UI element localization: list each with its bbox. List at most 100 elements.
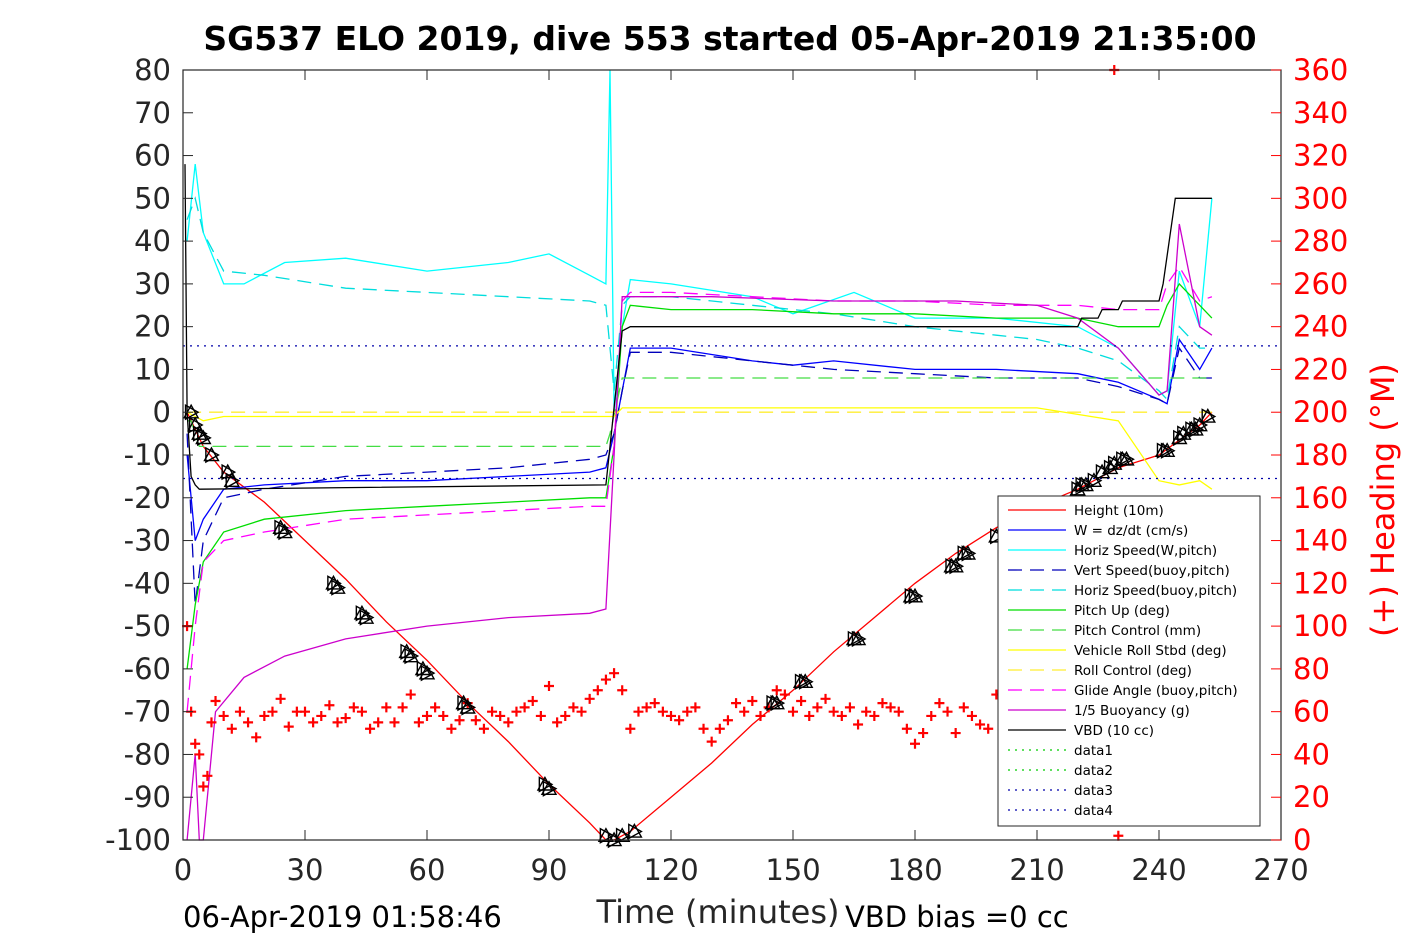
y-tick-label: 10 xyxy=(134,352,171,386)
triangle-marker-right xyxy=(1103,459,1119,477)
heading-point xyxy=(983,723,994,734)
heading-point xyxy=(975,719,986,730)
triangle-marker-up xyxy=(1093,463,1111,479)
heading-point xyxy=(226,723,237,734)
heading-point xyxy=(617,685,628,696)
x-tick-label: 270 xyxy=(1253,853,1308,887)
legend-entry: Vehicle Roll Stbd (deg) xyxy=(1074,643,1227,659)
legend-entry: Pitch Up (deg) xyxy=(1074,603,1170,619)
triangle-marker-right xyxy=(359,609,375,626)
heading-point xyxy=(934,698,945,709)
y-tick-label: -40 xyxy=(124,566,171,600)
heading-point xyxy=(519,702,530,713)
x-tick-label: 120 xyxy=(643,853,698,887)
x-tick-label: 150 xyxy=(765,853,820,887)
y-tick-label: -20 xyxy=(124,481,171,515)
triangle-marker-right xyxy=(205,446,220,464)
y-right-tick-label: 0 xyxy=(1293,823,1311,857)
y-tick-label: 40 xyxy=(134,224,171,258)
triangle-marker-up xyxy=(357,609,375,624)
triangle-marker-up xyxy=(797,673,814,689)
heading-point xyxy=(470,715,481,726)
heading-point xyxy=(966,710,977,721)
y-right-tick-label: 300 xyxy=(1293,181,1348,215)
triangle-marker-right xyxy=(197,429,212,447)
heading-point xyxy=(657,706,668,717)
series-line-vert-speed-buoy-pitch xyxy=(186,346,1212,605)
triangle-marker-up xyxy=(276,523,293,539)
heading-point xyxy=(422,710,432,721)
triangle-marker-up xyxy=(223,472,240,487)
heading-point xyxy=(901,723,912,734)
heading-point xyxy=(332,717,343,728)
y-tick-label: -30 xyxy=(124,524,171,558)
heading-point xyxy=(308,717,319,728)
triangle-marker-up xyxy=(605,831,623,847)
heading-point xyxy=(641,702,652,713)
heading-point xyxy=(625,723,636,734)
legend-entry: data2 xyxy=(1074,763,1113,779)
legend-box xyxy=(997,495,1261,827)
y-right-tick-label: 120 xyxy=(1293,566,1348,600)
series-line-w-dz-dt-cm-s xyxy=(186,337,1213,541)
heading-point xyxy=(739,706,750,717)
y-tick-label: 30 xyxy=(134,267,171,301)
heading-point xyxy=(210,695,221,706)
heading-point xyxy=(722,715,733,726)
triangle-marker-right xyxy=(225,472,241,489)
triangle-marker-right xyxy=(615,827,631,844)
triangle-marker-right xyxy=(908,587,924,605)
triangle-marker-right xyxy=(1116,451,1131,468)
triangle-marker-right xyxy=(1173,429,1188,447)
series-line-pitch-up-deg xyxy=(186,282,1213,669)
triangle-marker-up xyxy=(947,557,964,573)
triangle-marker-up xyxy=(329,579,346,594)
heading-point xyxy=(910,738,920,749)
heading-point xyxy=(340,713,351,724)
heading-point xyxy=(218,710,229,721)
heading-point xyxy=(544,681,554,691)
heading-point xyxy=(804,710,815,721)
triangle-marker-up xyxy=(1191,416,1208,432)
triangle-marker-right xyxy=(1185,421,1200,438)
triangle-marker-right xyxy=(945,558,961,575)
heading-point xyxy=(413,717,424,728)
triangle-marker-right xyxy=(766,694,782,712)
heading-point xyxy=(926,710,937,721)
x-tick-label: 0 xyxy=(174,853,192,887)
heading-point xyxy=(206,717,217,728)
heading-point xyxy=(552,717,563,728)
triangle-marker-right xyxy=(278,523,294,541)
footer-timestamp: 06-Apr-2019 01:58:46 xyxy=(183,900,502,934)
triangle-marker-up xyxy=(1077,476,1094,492)
triangle-marker-up xyxy=(614,827,631,843)
heading-point xyxy=(861,706,872,717)
heading-point xyxy=(682,706,693,717)
footer-vbd-bias: VBD bias =0 cc xyxy=(845,900,1069,934)
legend-entry: 1/5 Buoyancy (g) xyxy=(1074,703,1190,719)
legend-entry: Glide Angle (buoy,pitch) xyxy=(1074,683,1238,699)
triangle-marker-right xyxy=(847,630,863,648)
legend: Height (10m) W = dz/dt (cm/s) Horiz Speed(… xyxy=(997,495,1261,827)
y-tick-label: -10 xyxy=(124,438,171,472)
triangle-marker-up xyxy=(959,544,977,560)
heading-point xyxy=(820,693,831,704)
heading-point xyxy=(958,702,969,713)
heading-point xyxy=(600,674,611,685)
legend-entry: VBD (10 cc) xyxy=(1074,723,1154,739)
heading-point xyxy=(190,738,201,749)
triangle-marker-right xyxy=(461,699,477,716)
triangle-marker-right xyxy=(1075,476,1091,494)
triangle-marker-up xyxy=(402,647,419,663)
legend-entry: Horiz Speed(W,pitch) xyxy=(1074,543,1217,559)
heading-point xyxy=(950,728,961,739)
heading-point xyxy=(788,706,798,717)
heading-point xyxy=(365,723,376,734)
heading-point xyxy=(568,702,579,713)
heading-point xyxy=(478,723,489,734)
x-tick-label: 180 xyxy=(887,853,942,887)
heading-point xyxy=(714,723,725,734)
legend-entry: Pitch Control (mm) xyxy=(1074,623,1201,639)
y-right-tick-label: 200 xyxy=(1293,395,1348,429)
triangle-marker-right xyxy=(770,694,786,712)
